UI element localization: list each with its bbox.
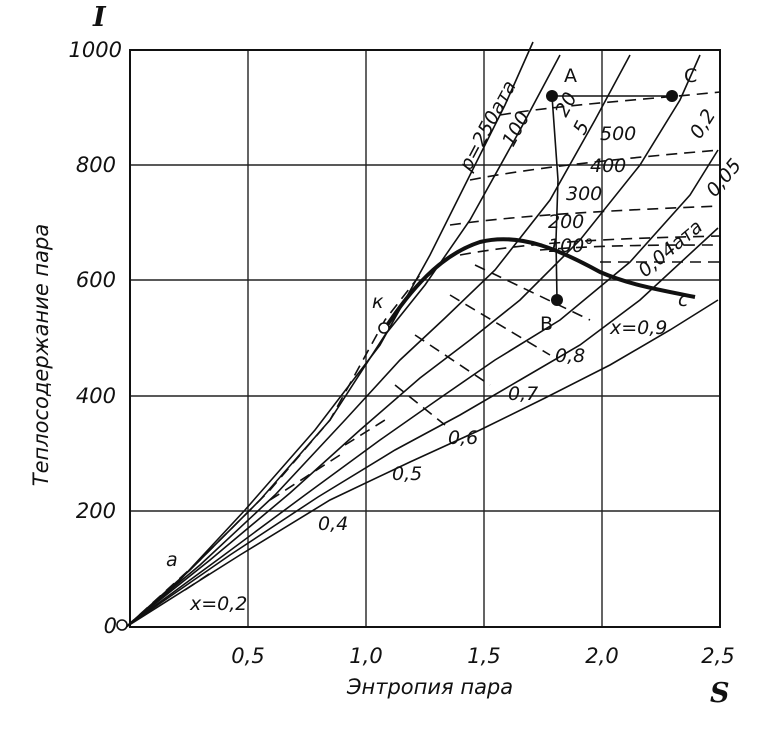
point-c-label: C [684, 65, 697, 87]
isobar-0-05 [125, 227, 719, 628]
x-label-0-7: 0,7 [508, 383, 538, 405]
x-line-0-9 [474, 264, 591, 321]
isotherms [449, 91, 721, 263]
point-b-marker [551, 294, 563, 306]
isobar-250 [125, 41, 534, 628]
lower-boundary-curve [125, 274, 421, 628]
process-a-b [551, 95, 559, 301]
isotherm-300 [449, 205, 721, 226]
pressure-label-0-05: 0,05 [702, 155, 746, 202]
x-line-0-2 [184, 569, 216, 591]
y-tick-1000: 1000 [69, 38, 122, 62]
isobars [125, 41, 719, 628]
x-tick-2-0: 2,0 [585, 644, 618, 668]
temp-label-300: 300 [566, 183, 602, 205]
temp-label-100: 100° [548, 235, 594, 257]
point-a-small-label: a [166, 549, 178, 571]
y-tick-400: 400 [76, 384, 116, 408]
x-line-0-8 [449, 294, 551, 356]
point-b-label: B [540, 313, 553, 335]
pressure-label-5: 5 [569, 117, 594, 138]
y-tick-200: 200 [76, 499, 116, 523]
x-label-0-4: 0,4 [318, 513, 348, 535]
x-label-0-5: 0,5 [392, 463, 422, 485]
isotherm-500 [499, 91, 721, 116]
isotherm-100 [539, 244, 721, 251]
dryness-lines [184, 264, 591, 591]
x-line-0-5 [344, 419, 386, 446]
temp-label-200: 200 [548, 211, 584, 233]
isobar-0-04 [125, 299, 719, 628]
y-axis-title: Теплосодержание пара [29, 224, 53, 486]
temp-label-500: 500 [600, 123, 636, 145]
x-axis-letter: S [710, 678, 730, 709]
point-c-small-label: c [678, 289, 689, 311]
x-tick-0-5: 0,5 [231, 644, 264, 668]
x-line-0-7 [414, 334, 491, 386]
y-tick-800: 800 [76, 153, 116, 177]
critical-point-marker [378, 322, 390, 334]
pressure-label-0-2: 0,2 [686, 105, 721, 142]
isotherm-200 [459, 235, 721, 256]
origin-marker [116, 619, 128, 631]
x-line-0-4 [269, 454, 341, 501]
x-label-0-2: x=0,2 [189, 593, 247, 615]
point-a-marker [546, 90, 558, 102]
critical-point-label: к [372, 291, 384, 313]
x-line-0-6 [394, 384, 446, 426]
y-tick-600: 600 [76, 268, 116, 292]
isobar-20 [125, 54, 631, 628]
point-a-label: A [564, 65, 577, 87]
x-label-0-9: x=0,9 [609, 317, 667, 339]
x-tick-1-5: 1,5 [467, 644, 500, 668]
isotherm-400 [469, 149, 721, 181]
x-label-0-6: 0,6 [448, 427, 478, 449]
isobar-5 [125, 54, 701, 628]
isobar-100 [125, 54, 561, 628]
x-label-0-8: 0,8 [555, 345, 585, 367]
y-axis-letter: I [92, 2, 107, 33]
x-tick-1-0: 1,0 [349, 644, 382, 668]
plot-frame [129, 49, 721, 628]
saturation-curve [382, 237, 696, 332]
point-c-marker [666, 90, 678, 102]
x-axis-title: Энтропия пара [346, 675, 513, 699]
x-tick-2-5: 2,5 [701, 644, 734, 668]
temp-label-400: 400 [590, 155, 626, 177]
isobar-0-2 [125, 149, 719, 628]
origin-label: 0 [104, 614, 117, 638]
